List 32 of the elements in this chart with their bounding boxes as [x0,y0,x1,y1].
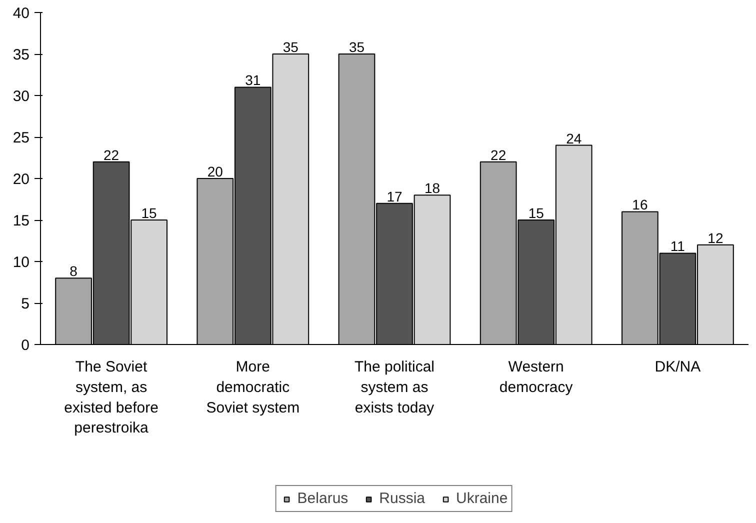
y-tick-label: 20 [12,171,30,188]
x-tick-label: DK/NA [654,358,701,376]
data-label: 15 [141,205,158,221]
data-label: 11 [670,238,686,254]
y-tick-label: 15 [12,212,30,230]
data-label: 8 [70,263,78,280]
data-label: 12 [708,230,724,246]
y-tick-label: 5 [21,296,30,312]
data-label: 24 [566,130,582,146]
data-label: 20 [207,164,224,180]
y-tick-label: 10 [12,254,30,271]
data-label: 31 [245,72,261,88]
x-tick-label: More democratic Soviet system [206,358,300,416]
data-label: 35 [348,39,365,55]
legend-label: Russia [379,490,426,507]
data-label: 15 [528,205,544,221]
x-tick-label: Western democracy [499,358,574,396]
x-tick-label: The political system as exists today [354,358,435,416]
data-label: 16 [632,196,648,213]
x-tick-label: The Soviet system, as existed before perestroika [64,358,158,437]
data-label: 22 [490,146,506,163]
y-tick-label: 35 [12,46,30,64]
legend-label: Ukraine [456,490,508,507]
y-tick-label: 0 [21,337,30,354]
data-label: 22 [104,146,120,163]
data-label: 17 [386,188,402,204]
data-label: 18 [424,180,440,196]
legend-label: Belarus [297,490,348,507]
data-label: 35 [282,39,299,55]
y-tick-label: 30 [12,88,30,105]
y-tick-label: 25 [12,130,30,146]
y-tick-label: 40 [12,5,30,22]
